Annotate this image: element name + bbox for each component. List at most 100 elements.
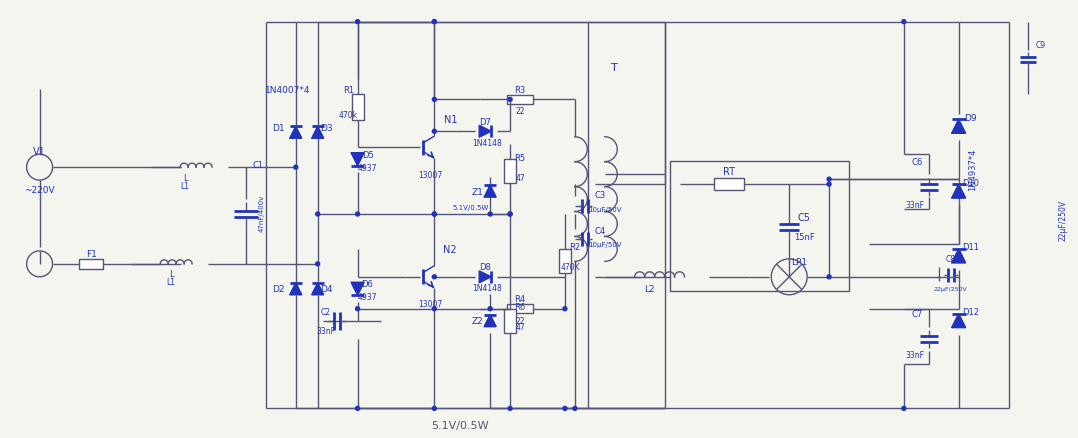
Bar	[507, 95, 533, 105]
Text: C2: C2	[320, 307, 331, 317]
Circle shape	[356, 406, 360, 410]
Bar	[558, 249, 571, 273]
Circle shape	[488, 307, 493, 311]
Circle shape	[563, 307, 567, 311]
Text: Z1: Z1	[471, 187, 483, 196]
Text: 33nF: 33nF	[316, 326, 335, 336]
Bar	[351, 95, 363, 121]
Text: 4937: 4937	[358, 293, 377, 302]
Bar	[507, 304, 533, 314]
Circle shape	[356, 21, 360, 25]
Polygon shape	[952, 120, 966, 134]
Text: 1N4007*4: 1N4007*4	[265, 86, 310, 95]
Circle shape	[432, 406, 437, 410]
Text: 13007: 13007	[418, 170, 442, 179]
Text: D7: D7	[480, 117, 492, 127]
Text: F1: F1	[86, 250, 97, 259]
Text: 4937: 4937	[358, 163, 377, 172]
Text: 22μF/250V: 22μF/250V	[934, 286, 968, 292]
Text: D10: D10	[963, 178, 979, 187]
Text: T: T	[611, 64, 618, 73]
Text: R6: R6	[514, 303, 526, 311]
Text: 470k: 470k	[340, 110, 358, 120]
Circle shape	[488, 212, 493, 216]
Text: N2: N2	[443, 244, 457, 254]
Text: L1: L1	[167, 278, 176, 286]
Text: R1: R1	[343, 86, 355, 95]
Text: R3: R3	[514, 86, 526, 95]
Circle shape	[356, 212, 360, 216]
Circle shape	[432, 98, 437, 102]
Text: D2: D2	[273, 285, 285, 293]
Bar	[715, 179, 744, 191]
Text: 10μF/50V: 10μF/50V	[588, 241, 622, 247]
Text: C3: C3	[594, 190, 606, 199]
Text: D4: D4	[320, 285, 333, 293]
Text: N1: N1	[443, 115, 457, 125]
Text: V1: V1	[33, 147, 46, 157]
Text: D12: D12	[963, 307, 979, 317]
Text: D6: D6	[361, 279, 373, 289]
Text: 470K: 470K	[561, 263, 581, 272]
Text: D8: D8	[480, 263, 492, 272]
Bar	[505, 309, 516, 333]
Text: 33nF: 33nF	[906, 200, 924, 209]
Polygon shape	[484, 315, 496, 327]
Text: L1: L1	[181, 181, 190, 190]
Text: C1: C1	[252, 160, 263, 169]
Text: R5: R5	[514, 153, 526, 162]
Circle shape	[902, 406, 906, 410]
Circle shape	[432, 307, 437, 311]
Polygon shape	[952, 249, 966, 263]
Bar	[80, 259, 103, 269]
Text: L2: L2	[645, 285, 655, 293]
Circle shape	[432, 21, 437, 25]
Text: 13007: 13007	[418, 300, 442, 308]
Text: R4: R4	[514, 295, 526, 304]
Polygon shape	[480, 271, 492, 283]
Polygon shape	[351, 283, 364, 296]
Circle shape	[827, 275, 831, 279]
Circle shape	[563, 406, 567, 410]
Text: Z2: Z2	[471, 316, 483, 325]
Circle shape	[432, 21, 437, 25]
Polygon shape	[290, 283, 302, 295]
Polygon shape	[952, 185, 966, 198]
Text: C6: C6	[911, 157, 923, 166]
Text: C4: C4	[594, 227, 606, 236]
Circle shape	[432, 212, 437, 216]
Text: 5.1V/0.5W: 5.1V/0.5W	[431, 420, 489, 431]
Circle shape	[572, 406, 577, 410]
Circle shape	[902, 21, 906, 25]
Text: C8: C8	[945, 255, 956, 264]
Circle shape	[356, 307, 360, 311]
Circle shape	[432, 130, 437, 134]
Text: 22μF/250V: 22μF/250V	[1059, 199, 1068, 240]
Circle shape	[294, 166, 298, 170]
Circle shape	[432, 275, 437, 279]
Polygon shape	[312, 283, 323, 295]
Text: C9: C9	[1035, 41, 1046, 50]
Text: D1: D1	[273, 124, 286, 132]
Circle shape	[432, 212, 437, 216]
Circle shape	[508, 406, 512, 410]
Text: R2: R2	[569, 243, 580, 252]
Text: D11: D11	[963, 243, 979, 252]
Text: C5: C5	[798, 212, 811, 223]
Text: RT: RT	[723, 167, 735, 177]
Text: 47: 47	[515, 322, 525, 332]
Circle shape	[508, 212, 512, 216]
Text: 47nF/400v: 47nF/400v	[259, 194, 265, 231]
Polygon shape	[351, 153, 364, 166]
Text: C7: C7	[911, 310, 923, 318]
Text: 1N4937*4: 1N4937*4	[968, 148, 977, 191]
Polygon shape	[480, 126, 492, 138]
Text: D5: D5	[362, 150, 373, 159]
Text: 15nF: 15nF	[793, 233, 815, 242]
Polygon shape	[312, 127, 323, 139]
Text: L: L	[183, 173, 188, 182]
Text: 1N4148: 1N4148	[472, 284, 502, 293]
Circle shape	[316, 212, 320, 216]
Circle shape	[508, 212, 512, 216]
Text: LP1: LP1	[791, 258, 807, 267]
